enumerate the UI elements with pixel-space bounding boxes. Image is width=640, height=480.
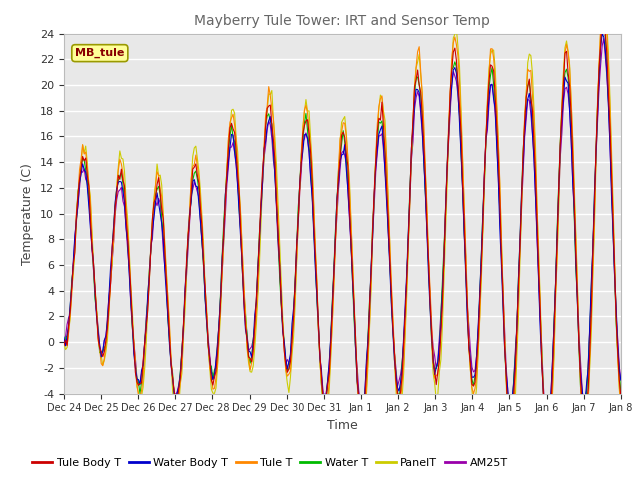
X-axis label: Time: Time [327, 419, 358, 432]
Y-axis label: Temperature (C): Temperature (C) [22, 163, 35, 264]
Title: Mayberry Tule Tower: IRT and Sensor Temp: Mayberry Tule Tower: IRT and Sensor Temp [195, 14, 490, 28]
Text: MB_tule: MB_tule [75, 48, 125, 58]
Legend: Tule Body T, Water Body T, Tule T, Water T, PanelT, AM25T: Tule Body T, Water Body T, Tule T, Water… [28, 453, 512, 472]
